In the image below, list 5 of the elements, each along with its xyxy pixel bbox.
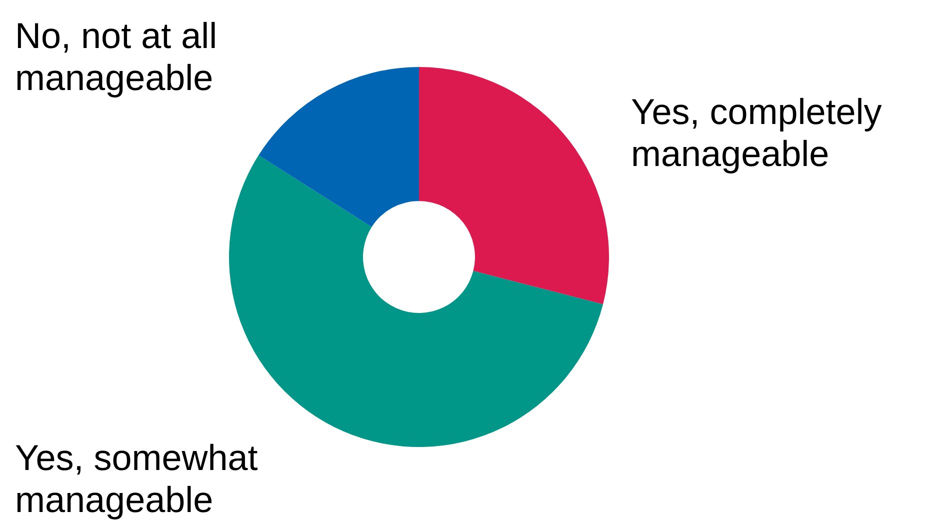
donut-slice — [419, 67, 609, 304]
slice-label: Yes, somewhat manageable — [15, 437, 258, 520]
slice-label: Yes, completely manageable — [631, 91, 882, 174]
donut-slice — [258, 67, 419, 227]
slice-label: No, not at all manageable — [15, 15, 218, 98]
